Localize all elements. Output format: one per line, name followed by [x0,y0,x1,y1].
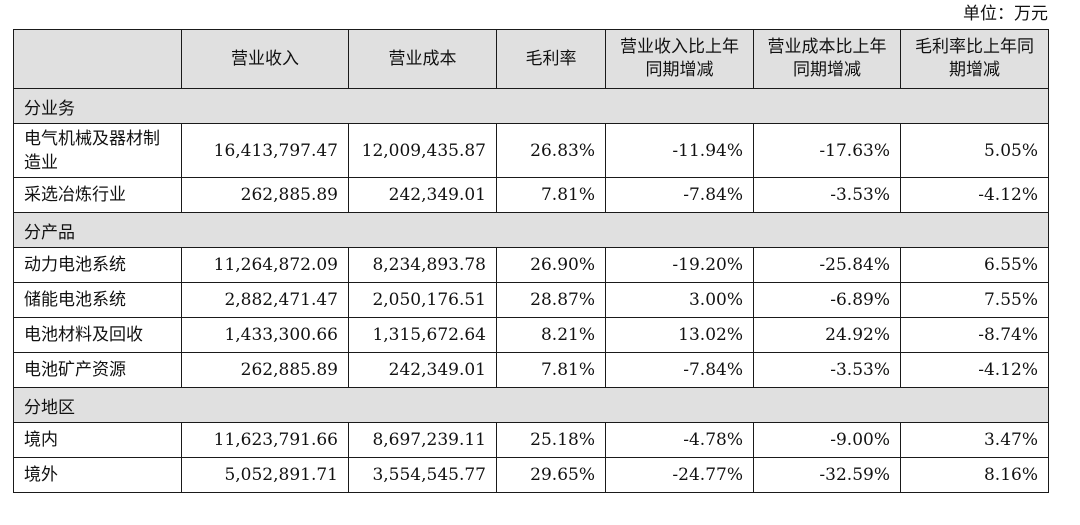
revenue-cell: 11,264,872.09 [181,247,349,283]
table-row: 境外 5,052,891.71 3,554,545.77 29.65% -24.… [13,457,1049,493]
table-row: 电气机械及器材制造业 16,413,797.47 12,009,435.87 2… [13,123,1049,178]
cost-cell: 1,315,672.64 [348,317,497,353]
header-cell-blank [13,29,182,89]
revenue-breakdown-table: 营业收入 营业成本 毛利率 营业收入比上年同期增减 营业成本比上年同期增减 毛利… [13,29,1049,493]
gross-margin-cell: 26.83% [496,123,606,178]
revenue-cell: 262,885.89 [181,352,349,388]
margin-change-cell: 3.47% [900,422,1049,458]
revenue-cell: 262,885.89 [181,177,349,213]
row-label: 采选冶炼行业 [13,177,182,213]
revenue-cell: 5,052,891.71 [181,457,349,493]
cost-cell: 242,349.01 [348,177,497,213]
table-row: 采选冶炼行业 262,885.89 242,349.01 7.81% -7.84… [13,177,1049,213]
header-revenue: 营业收入 [181,29,349,89]
cost-cell: 8,697,239.11 [348,422,497,458]
revenue-cell: 2,882,471.47 [181,282,349,318]
revenue-cell: 16,413,797.47 [181,123,349,178]
cost-change-cell: -9.00% [753,422,901,458]
cost-change-cell: -32.59% [753,457,901,493]
table-row: 电池材料及回收 1,433,300.66 1,315,672.64 8.21% … [13,317,1049,353]
revenue-change-cell: -7.84% [605,352,754,388]
section-title: 分产品 [13,212,1049,248]
cost-change-cell: -3.53% [753,352,901,388]
margin-change-cell: 6.55% [900,247,1049,283]
cost-cell: 2,050,176.51 [348,282,497,318]
header-row: 营业收入 营业成本 毛利率 营业收入比上年同期增减 营业成本比上年同期增减 毛利… [13,29,1049,89]
cost-cell: 3,554,545.77 [348,457,497,493]
row-label: 动力电池系统 [13,247,182,283]
cost-change-cell: -25.84% [753,247,901,283]
section-row: 分产品 [13,212,1049,248]
cost-change-cell: -17.63% [753,123,901,178]
cost-cell: 12,009,435.87 [348,123,497,178]
gross-margin-cell: 28.87% [496,282,606,318]
gross-margin-cell: 26.90% [496,247,606,283]
margin-change-cell: 5.05% [900,123,1049,178]
revenue-change-cell: -24.77% [605,457,754,493]
row-label: 境外 [13,457,182,493]
revenue-change-cell: -19.20% [605,247,754,283]
revenue-change-cell: 13.02% [605,317,754,353]
revenue-change-cell: -7.84% [605,177,754,213]
cost-cell: 242,349.01 [348,352,497,388]
header-cost: 营业成本 [348,29,497,89]
revenue-change-cell: 3.00% [605,282,754,318]
revenue-change-cell: -11.94% [605,123,754,178]
section-row: 分地区 [13,387,1049,423]
row-label: 储能电池系统 [13,282,182,318]
header-cost-change: 营业成本比上年同期增减 [753,29,901,89]
gross-margin-cell: 29.65% [496,457,606,493]
row-label: 电池材料及回收 [13,317,182,353]
row-label: 电池矿产资源 [13,352,182,388]
gross-margin-cell: 8.21% [496,317,606,353]
section-row: 分业务 [13,88,1049,124]
revenue-change-cell: -4.78% [605,422,754,458]
row-label: 电气机械及器材制造业 [13,123,182,178]
cost-change-cell: 24.92% [753,317,901,353]
cost-change-cell: -3.53% [753,177,901,213]
table-row: 电池矿产资源 262,885.89 242,349.01 7.81% -7.84… [13,352,1049,388]
gross-margin-cell: 7.81% [496,177,606,213]
header-margin-change: 毛利率比上年同期增减 [900,29,1049,89]
margin-change-cell: 8.16% [900,457,1049,493]
gross-margin-cell: 25.18% [496,422,606,458]
gross-margin-cell: 7.81% [496,352,606,388]
margin-change-cell: -4.12% [900,352,1049,388]
margin-change-cell: -4.12% [900,177,1049,213]
row-label: 境内 [13,422,182,458]
table-row: 动力电池系统 11,264,872.09 8,234,893.78 26.90%… [13,247,1049,283]
revenue-cell: 1,433,300.66 [181,317,349,353]
cost-cell: 8,234,893.78 [348,247,497,283]
header-revenue-change: 营业收入比上年同期增减 [605,29,754,89]
cost-change-cell: -6.89% [753,282,901,318]
section-title: 分业务 [13,88,1049,124]
table-row: 储能电池系统 2,882,471.47 2,050,176.51 28.87% … [13,282,1049,318]
revenue-cell: 11,623,791.66 [181,422,349,458]
table-body: 分业务 电气机械及器材制造业 16,413,797.47 12,009,435.… [13,88,1049,493]
margin-change-cell: 7.55% [900,282,1049,318]
unit-label: 单位：万元 [963,4,1048,24]
section-title: 分地区 [13,387,1049,423]
table-row: 境内 11,623,791.66 8,697,239.11 25.18% -4.… [13,422,1049,458]
margin-change-cell: -8.74% [900,317,1049,353]
header-gross-margin: 毛利率 [496,29,606,89]
